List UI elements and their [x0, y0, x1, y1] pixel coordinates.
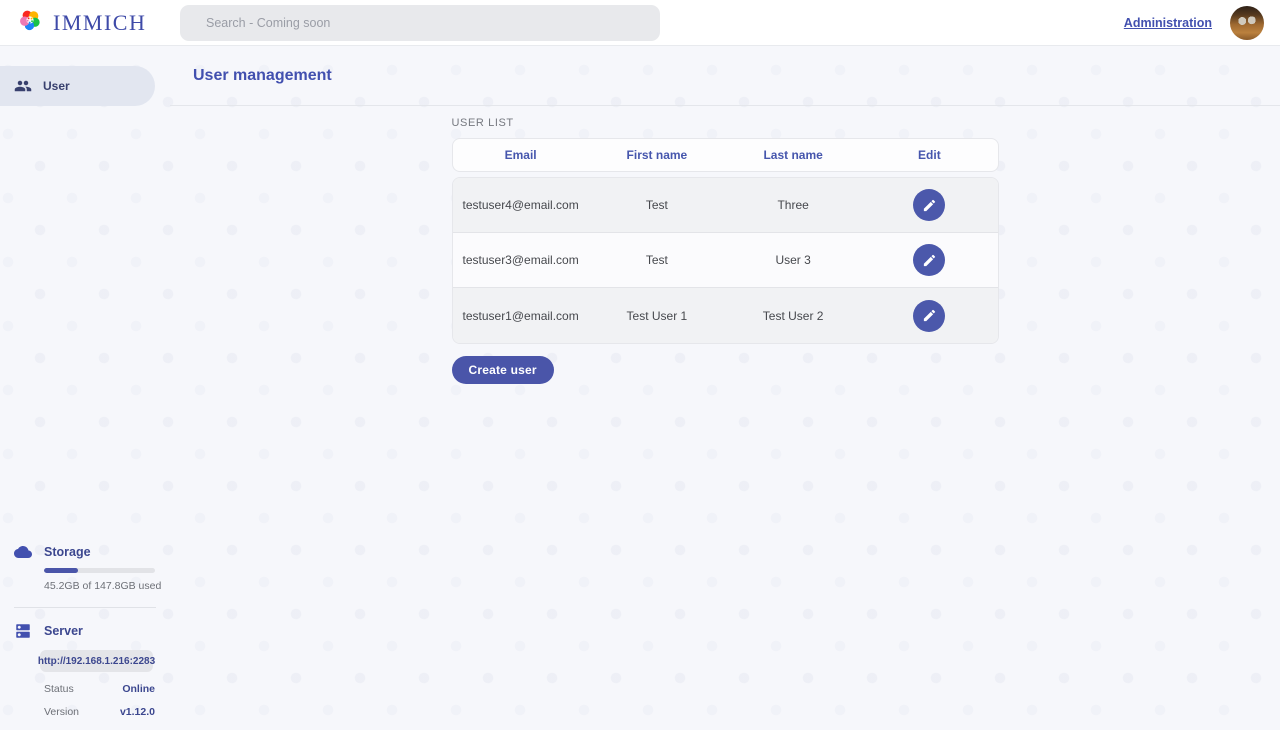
- cell-last-name: Test User 2: [762, 308, 824, 323]
- storage-title: Storage: [44, 545, 91, 559]
- edit-user-button[interactable]: [913, 189, 946, 221]
- user-table-body: testuser4@email.com Test Three testuser3…: [451, 177, 999, 344]
- main-content: User management USER LIST Email First na…: [170, 46, 1280, 730]
- top-bar: IMMICH Administration: [0, 0, 1280, 46]
- server-status-label: Status: [44, 683, 74, 695]
- edit-user-button[interactable]: [913, 244, 946, 276]
- sidebar: User Storage 45.2GB of 147.8GB used Serv…: [0, 46, 170, 730]
- page-header: User management: [170, 46, 1280, 106]
- server-url-badge: http://192.168.1.216:2283: [38, 650, 155, 672]
- column-edit: Edit: [918, 148, 941, 162]
- cell-last-name: User 3: [775, 253, 811, 267]
- server-version-value: v1.12.0: [119, 706, 155, 718]
- cell-last-name: Three: [777, 198, 809, 212]
- table-row: testuser3@email.com Test User 3: [452, 233, 998, 288]
- administration-link[interactable]: Administration: [1123, 15, 1212, 30]
- edit-user-button[interactable]: [913, 299, 946, 332]
- column-email: Email: [504, 148, 537, 162]
- search-input[interactable]: [180, 4, 660, 41]
- sidebar-item-user[interactable]: User: [0, 66, 155, 106]
- pencil-edit-icon: [923, 199, 936, 211]
- pencil-edit-icon: [923, 309, 936, 322]
- storage-progress-fill: [44, 568, 79, 573]
- server-icon: [16, 624, 30, 638]
- server-status-value: Online: [122, 683, 155, 695]
- cell-email: testuser1@email.com: [462, 308, 579, 323]
- user-avatar[interactable]: [1230, 5, 1264, 40]
- sidebar-status-panel: Storage 45.2GB of 147.8GB used Server ht…: [0, 543, 170, 718]
- page-title: User management: [193, 66, 332, 84]
- user-table-header: Email First name Last name Edit: [451, 138, 999, 172]
- column-last-name: Last name: [763, 148, 823, 162]
- table-row: testuser4@email.com Test Three: [452, 178, 998, 233]
- table-row: testuser1@email.com Test User 1 Test Use…: [452, 288, 998, 343]
- immich-logo-icon: [16, 6, 44, 39]
- cell-email: testuser4@email.com: [462, 198, 579, 212]
- cell-first-name: Test: [645, 198, 668, 212]
- sidebar-item-label: User: [43, 79, 70, 93]
- user-list-label: USER LIST: [451, 117, 514, 129]
- storage-usage-text: 45.2GB of 147.8GB used: [44, 580, 162, 592]
- server-version-label: Version: [44, 706, 80, 718]
- users-icon: [14, 80, 32, 92]
- brand: IMMICH: [16, 6, 180, 39]
- cell-first-name: Test User 1: [626, 308, 688, 323]
- column-first-name: First name: [626, 148, 688, 162]
- brand-wordmark: IMMICH: [53, 9, 147, 35]
- pencil-edit-icon: [923, 254, 936, 266]
- cell-first-name: Test: [645, 253, 668, 267]
- storage-progress-bar: [44, 568, 155, 573]
- cell-email: testuser3@email.com: [462, 253, 579, 267]
- create-user-button[interactable]: Create user: [451, 356, 554, 384]
- cloud-storage-icon: [14, 546, 32, 558]
- server-title: Server: [44, 624, 83, 638]
- sidebar-divider: [14, 607, 156, 608]
